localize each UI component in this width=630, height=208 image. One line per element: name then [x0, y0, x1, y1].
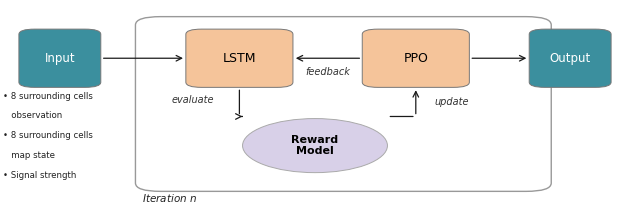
FancyBboxPatch shape — [362, 29, 469, 87]
Text: • Signal strength: • Signal strength — [3, 171, 76, 180]
Text: feedback: feedback — [305, 67, 350, 77]
FancyBboxPatch shape — [19, 29, 101, 87]
Ellipse shape — [243, 119, 387, 173]
Text: evaluate: evaluate — [172, 95, 214, 105]
Text: Reward
Model: Reward Model — [292, 135, 338, 156]
Text: • 8 surrounding cells: • 8 surrounding cells — [3, 131, 93, 140]
Text: map state: map state — [3, 151, 55, 160]
Text: Output: Output — [549, 52, 591, 65]
FancyBboxPatch shape — [529, 29, 611, 87]
Text: Iteration $n$: Iteration $n$ — [142, 192, 197, 204]
Text: Input: Input — [45, 52, 75, 65]
Text: PPO: PPO — [403, 52, 428, 65]
Text: • 8 surrounding cells: • 8 surrounding cells — [3, 92, 93, 100]
FancyBboxPatch shape — [186, 29, 293, 87]
Text: LSTM: LSTM — [222, 52, 256, 65]
Text: observation: observation — [3, 111, 62, 120]
Text: update: update — [435, 97, 469, 107]
